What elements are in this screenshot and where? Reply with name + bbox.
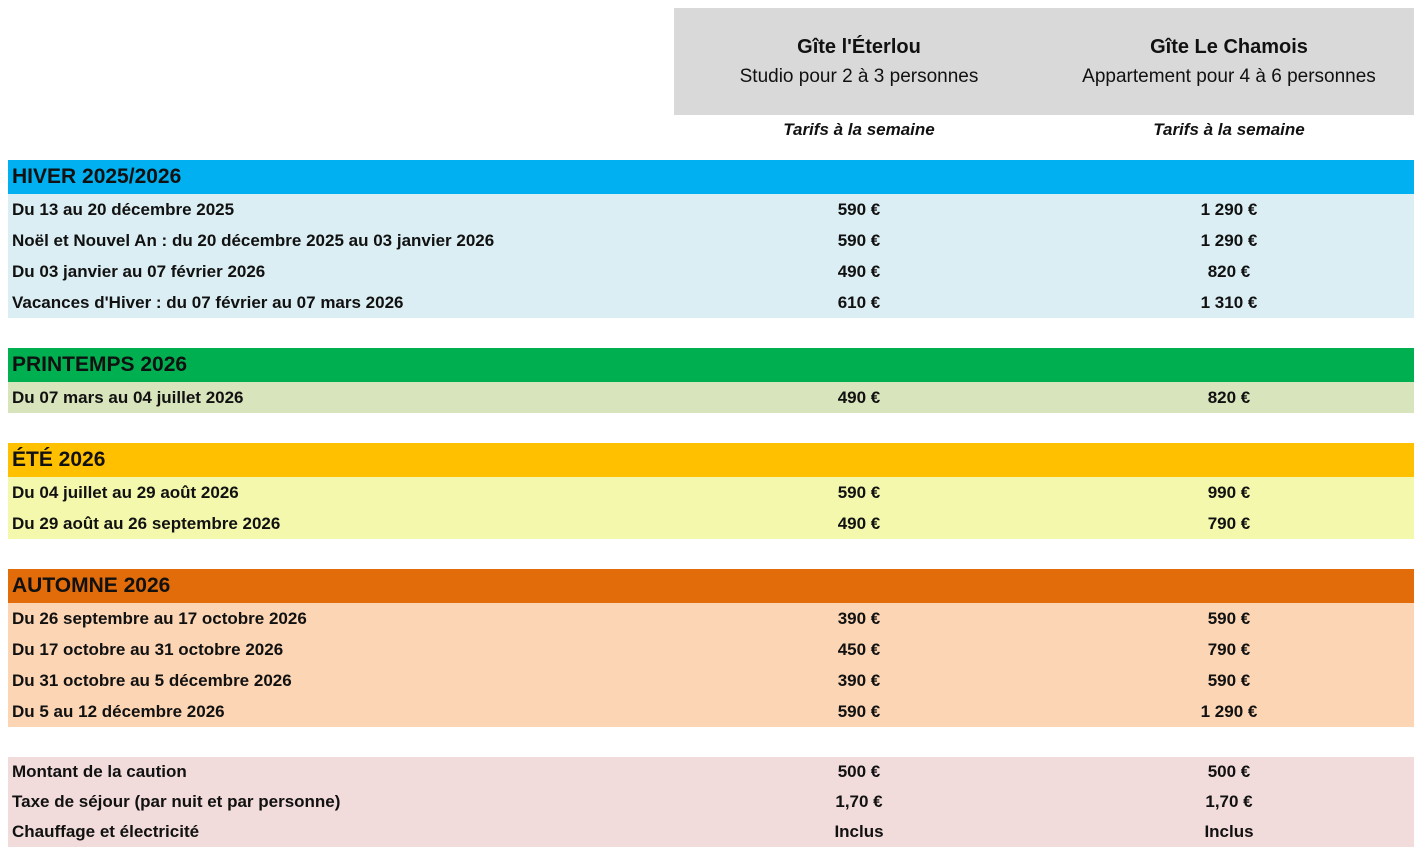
table-row: Du 13 au 20 décembre 2025 590 € 1 290 €: [8, 194, 1414, 225]
price-eterlou: 490 €: [837, 388, 881, 407]
price-eterlou: 390 €: [837, 609, 881, 628]
price-eterlou: 1,70 €: [835, 792, 883, 811]
price-eterlou: 590 €: [837, 231, 881, 250]
gite-header: Gîte l'Éterlou Studio pour 2 à 3 personn…: [674, 8, 1414, 115]
price-chamois: 820 €: [1207, 262, 1251, 281]
gite-title: Gîte Le Chamois: [1150, 35, 1308, 58]
price-chamois: 590 €: [1207, 671, 1251, 690]
table-row: Taxe de séjour (par nuit et par personne…: [8, 787, 1414, 817]
season-header: HIVER 2025/2026: [8, 160, 1414, 194]
table-row: Du 5 au 12 décembre 2026 590 € 1 290 €: [8, 696, 1414, 727]
table-row: Chauffage et électricité Inclus Inclus: [8, 817, 1414, 847]
price-eterlou: 590 €: [837, 483, 881, 502]
row-label: Vacances d'Hiver : du 07 février au 07 m…: [12, 293, 404, 312]
season-section: HIVER 2025/2026 Du 13 au 20 décembre 202…: [8, 160, 1414, 318]
gite-subtitle: Appartement pour 4 à 6 personnes: [1082, 65, 1376, 87]
price-eterlou: 590 €: [837, 702, 881, 721]
season-rows: Du 13 au 20 décembre 2025 590 € 1 290 € …: [8, 194, 1414, 318]
price-chamois: 1,70 €: [1205, 792, 1253, 811]
table-row: Du 31 octobre au 5 décembre 2026 390 € 5…: [8, 665, 1414, 696]
season-header: ÉTÉ 2026: [8, 443, 1414, 477]
row-label: Du 03 janvier au 07 février 2026: [12, 262, 266, 281]
season-header: AUTOMNE 2026: [8, 569, 1414, 603]
price-chamois: 1 290 €: [1200, 200, 1258, 219]
season-rows: Du 04 juillet au 29 août 2026 590 € 990 …: [8, 477, 1414, 539]
price-chamois: 590 €: [1207, 609, 1251, 628]
price-eterlou: 590 €: [837, 200, 881, 219]
table-row: Du 26 septembre au 17 octobre 2026 390 €…: [8, 603, 1414, 634]
price-eterlou: 450 €: [837, 640, 881, 659]
price-chamois: 1 290 €: [1200, 231, 1258, 250]
price-eterlou: 490 €: [837, 262, 881, 281]
price-eterlou: 500 €: [837, 762, 881, 781]
table-row: Vacances d'Hiver : du 07 février au 07 m…: [8, 287, 1414, 318]
gite-title: Gîte l'Éterlou: [797, 35, 921, 58]
row-label: Du 31 octobre au 5 décembre 2026: [12, 671, 292, 690]
season-section: PRINTEMPS 2026 Du 07 mars au 04 juillet …: [8, 348, 1414, 413]
tariff-label-row: Tarifs à la semaine Tarifs à la semaine: [674, 115, 1414, 145]
season-rows: Du 07 mars au 04 juillet 2026 490 € 820 …: [8, 382, 1414, 413]
row-label: Du 17 octobre au 31 octobre 2026: [12, 640, 284, 659]
row-label: Du 07 mars au 04 juillet 2026: [12, 388, 244, 407]
gite-column-eterlou: Gîte l'Éterlou Studio pour 2 à 3 personn…: [674, 8, 1044, 115]
row-label: Montant de la caution: [12, 762, 187, 781]
table-row: Du 04 juillet au 29 août 2026 590 € 990 …: [8, 477, 1414, 508]
price-eterlou: 610 €: [837, 293, 881, 312]
table-row: Du 29 août au 26 septembre 2026 490 € 79…: [8, 508, 1414, 539]
price-eterlou: 390 €: [837, 671, 881, 690]
price-chamois: 1 290 €: [1200, 702, 1258, 721]
table-row: Noël et Nouvel An : du 20 décembre 2025 …: [8, 225, 1414, 256]
tariff-label-eterlou: Tarifs à la semaine: [783, 120, 935, 139]
table-row: Du 03 janvier au 07 février 2026 490 € 8…: [8, 256, 1414, 287]
row-label: Du 04 juillet au 29 août 2026: [12, 483, 239, 502]
table-row: Montant de la caution 500 € 500 €: [8, 757, 1414, 787]
price-chamois: 1 310 €: [1200, 293, 1258, 312]
price-eterlou: 490 €: [837, 514, 881, 533]
season-section: AUTOMNE 2026 Du 26 septembre au 17 octob…: [8, 569, 1414, 727]
row-label: Du 13 au 20 décembre 2025: [12, 200, 235, 219]
price-chamois: 820 €: [1207, 388, 1251, 407]
row-label: Du 29 août au 26 septembre 2026: [12, 514, 281, 533]
tariff-label-chamois: Tarifs à la semaine: [1153, 120, 1305, 139]
price-chamois: 990 €: [1207, 483, 1251, 502]
table-row: Du 17 octobre au 31 octobre 2026 450 € 7…: [8, 634, 1414, 665]
price-chamois: Inclus: [1204, 822, 1254, 841]
row-label: Du 26 septembre au 17 octobre 2026: [12, 609, 307, 628]
gite-column-chamois: Gîte Le Chamois Appartement pour 4 à 6 p…: [1044, 8, 1414, 115]
season-section: ÉTÉ 2026 Du 04 juillet au 29 août 2026 5…: [8, 443, 1414, 539]
fees-section: Montant de la caution 500 € 500 € Taxe d…: [8, 757, 1414, 847]
row-label: Noël et Nouvel An : du 20 décembre 2025 …: [12, 231, 495, 250]
season-header: PRINTEMPS 2026: [8, 348, 1414, 382]
gite-subtitle: Studio pour 2 à 3 personnes: [739, 65, 979, 87]
table-row: Du 07 mars au 04 juillet 2026 490 € 820 …: [8, 382, 1414, 413]
seasons-table: HIVER 2025/2026 Du 13 au 20 décembre 202…: [8, 160, 1414, 847]
price-chamois: 790 €: [1207, 640, 1251, 659]
row-label: Du 5 au 12 décembre 2026: [12, 702, 225, 721]
row-label: Chauffage et électricité: [12, 822, 200, 841]
price-chamois: 790 €: [1207, 514, 1251, 533]
row-label: Taxe de séjour (par nuit et par personne…: [12, 792, 341, 811]
price-eterlou: Inclus: [834, 822, 884, 841]
season-rows: Du 26 septembre au 17 octobre 2026 390 €…: [8, 603, 1414, 727]
price-chamois: 500 €: [1207, 762, 1251, 781]
